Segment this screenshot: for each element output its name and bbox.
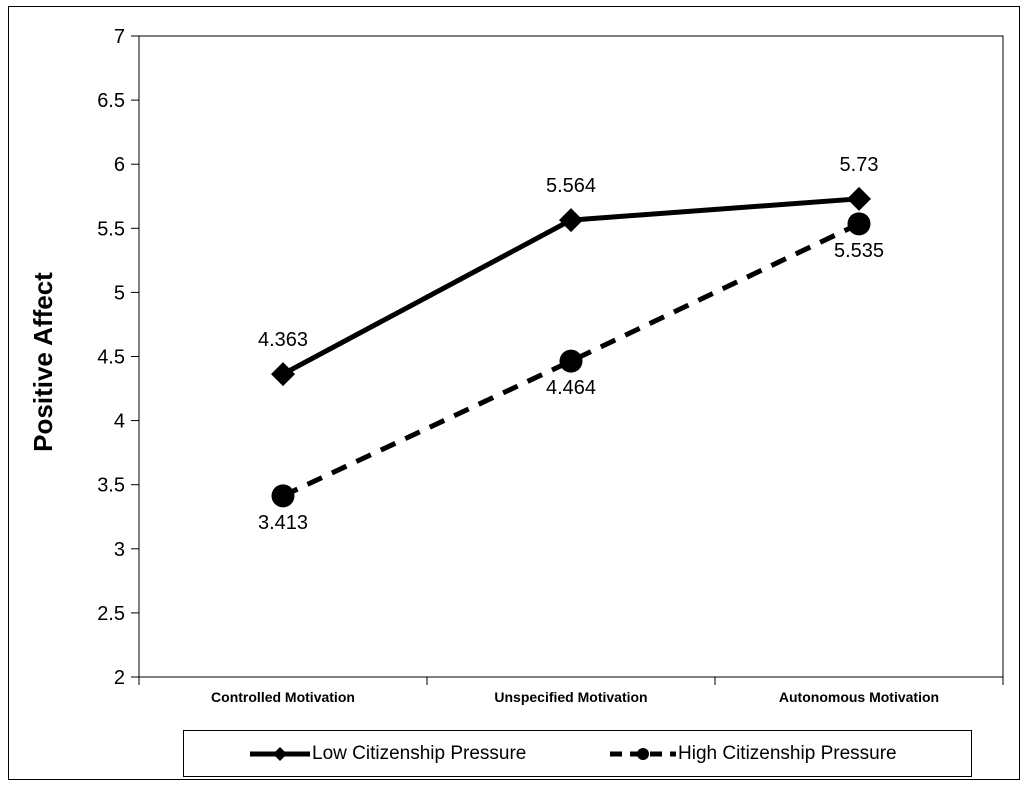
legend-label-high: High Citizenship Pressure xyxy=(678,742,897,764)
data-point-diamond xyxy=(271,362,295,387)
series-group xyxy=(271,186,871,508)
y-axis-ticks: 2 2.5 3 3.5 4 4.5 5 5.5 6 6.5 7 xyxy=(97,26,139,689)
y-tick-label: 5.5 xyxy=(97,218,125,240)
data-point-diamond xyxy=(847,186,871,211)
x-category-label: Unspecified Motivation xyxy=(494,689,647,705)
data-point-circle xyxy=(271,484,295,508)
data-label: 4.464 xyxy=(546,377,596,399)
y-tick-label: 7 xyxy=(114,26,125,48)
y-tick-label: 4 xyxy=(114,411,125,433)
data-label: 5.564 xyxy=(546,175,596,197)
legend-item-high-citizenship-pressure: High Citizenship Pressure xyxy=(608,731,897,776)
x-axis-categories: Controlled Motivation Unspecified Motivat… xyxy=(138,677,1004,705)
y-tick-label: 3 xyxy=(114,539,125,561)
data-point-circle xyxy=(847,212,871,236)
y-tick-label: 2.5 xyxy=(97,603,125,625)
legend-swatch-solid-diamond xyxy=(250,746,310,761)
data-label: 5.73 xyxy=(840,154,879,176)
x-category-label: Autonomous Motivation xyxy=(779,689,939,705)
data-labels: 4.363 5.564 5.73 3.413 4.464 5.535 xyxy=(258,154,884,534)
data-point-circle xyxy=(559,349,583,373)
y-tick-label: 2 xyxy=(114,667,125,689)
y-axis-title: Positive Affect xyxy=(28,272,58,452)
data-point-diamond xyxy=(559,208,583,233)
y-tick-label: 6 xyxy=(114,154,125,176)
chart-frame xyxy=(8,6,1020,780)
y-tick-label: 5 xyxy=(114,282,125,304)
x-category-label: Controlled Motivation xyxy=(211,689,355,705)
data-label: 4.363 xyxy=(258,329,308,351)
legend-item-low-citizenship-pressure: Low Citizenship Pressure xyxy=(248,731,526,776)
legend: Low Citizenship Pressure High Citizenshi… xyxy=(183,730,972,777)
data-label: 5.535 xyxy=(834,240,884,262)
legend-label-low: Low Citizenship Pressure xyxy=(312,742,527,764)
y-tick-label: 3.5 xyxy=(97,475,125,497)
data-label: 3.413 xyxy=(258,512,308,534)
y-tick-label: 4.5 xyxy=(97,347,125,369)
legend-swatch-dashed-circle xyxy=(610,747,676,760)
y-tick-label: 6.5 xyxy=(97,90,125,112)
